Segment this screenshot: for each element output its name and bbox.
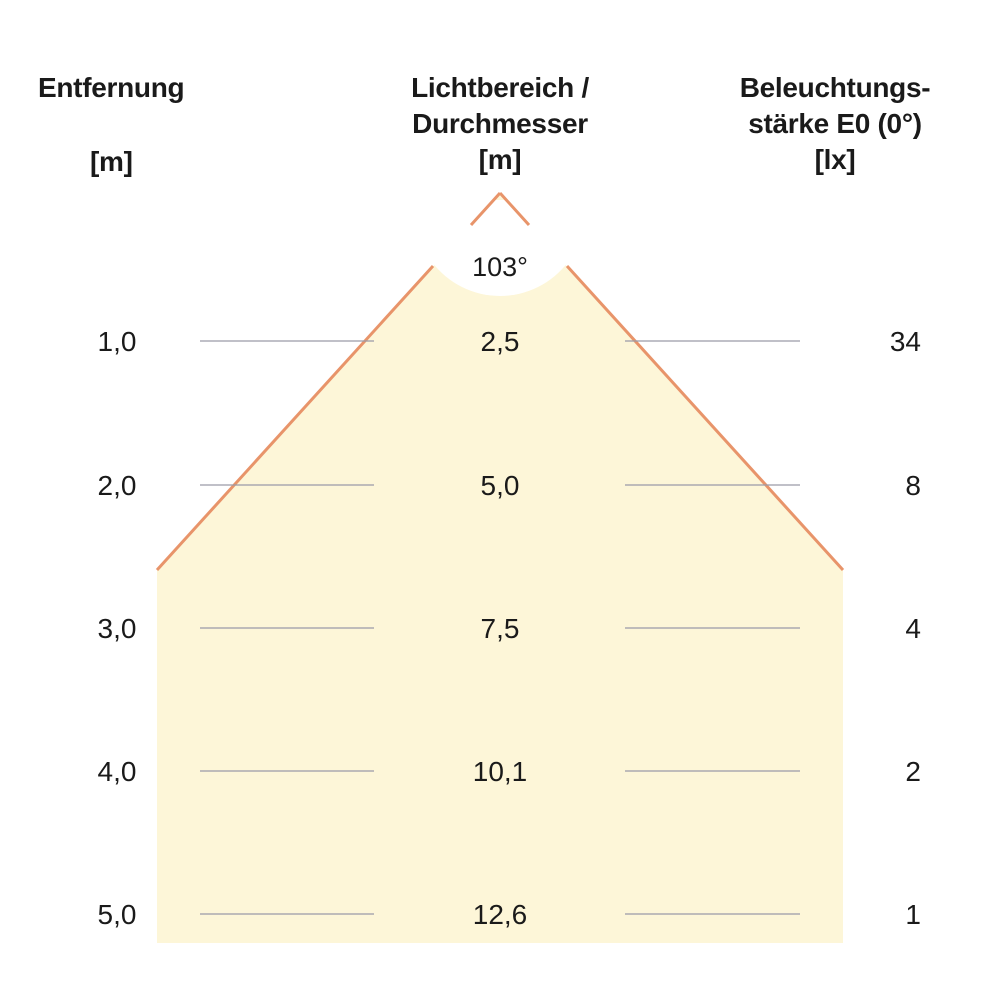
distance-value: 4,0 xyxy=(98,756,137,787)
header-diameter: Lichtbereich / Durchmesser [m] xyxy=(380,70,620,178)
beam-edge-left xyxy=(155,264,435,572)
row-5: 5,0 12,6 1 xyxy=(98,899,921,930)
illuminance-value: 2 xyxy=(905,756,921,787)
header-distance-label: Entfernung xyxy=(38,72,185,103)
illuminance-value: 4 xyxy=(905,613,921,644)
beam-edge-top-right xyxy=(498,191,531,227)
row-2: 2,0 5,0 8 xyxy=(98,470,921,501)
header-distance: Entfernung [m] xyxy=(38,70,208,180)
angle-label-cutout xyxy=(432,200,568,296)
diameter-value: 12,6 xyxy=(473,899,528,930)
light-beam-area xyxy=(157,193,843,943)
distance-value: 5,0 xyxy=(98,899,137,930)
beam-angle-label: 103° xyxy=(472,252,528,282)
row-4: 4,0 10,1 2 xyxy=(98,756,921,787)
distance-rows: 1,0 2,5 34 2,0 5,0 8 3,0 7,5 4 4,0 10,1 2 5,0 12,6 1 xyxy=(98,326,921,930)
header-illuminance-line2: stärke E0 (0°) xyxy=(748,108,922,139)
beam-edge-top-left xyxy=(469,191,502,227)
distance-value: 2,0 xyxy=(98,470,137,501)
illuminance-value: 8 xyxy=(905,470,921,501)
illuminance-value: 1 xyxy=(905,899,921,930)
header-illuminance: Beleuchtungs- stärke E0 (0°) [lx] xyxy=(720,70,950,178)
beam-edge-right xyxy=(565,264,845,572)
distance-value: 3,0 xyxy=(98,613,137,644)
distance-value: 1,0 xyxy=(98,326,137,357)
row-3: 3,0 7,5 4 xyxy=(98,613,921,644)
diameter-value: 2,5 xyxy=(481,326,520,357)
header-distance-unit: [m] xyxy=(90,146,133,177)
row-1: 1,0 2,5 34 xyxy=(98,326,921,357)
header-illuminance-line1: Beleuchtungs- xyxy=(739,72,931,103)
diameter-value: 10,1 xyxy=(473,756,528,787)
header-diameter-line1: Lichtbereich / xyxy=(411,72,589,103)
diameter-value: 5,0 xyxy=(481,470,520,501)
header-diameter-line2: Durchmesser xyxy=(412,108,588,139)
header-diameter-unit: [m] xyxy=(478,144,522,175)
diameter-value: 7,5 xyxy=(481,613,520,644)
header-illuminance-unit: [lx] xyxy=(814,144,856,175)
illuminance-value: 34 xyxy=(890,326,921,357)
